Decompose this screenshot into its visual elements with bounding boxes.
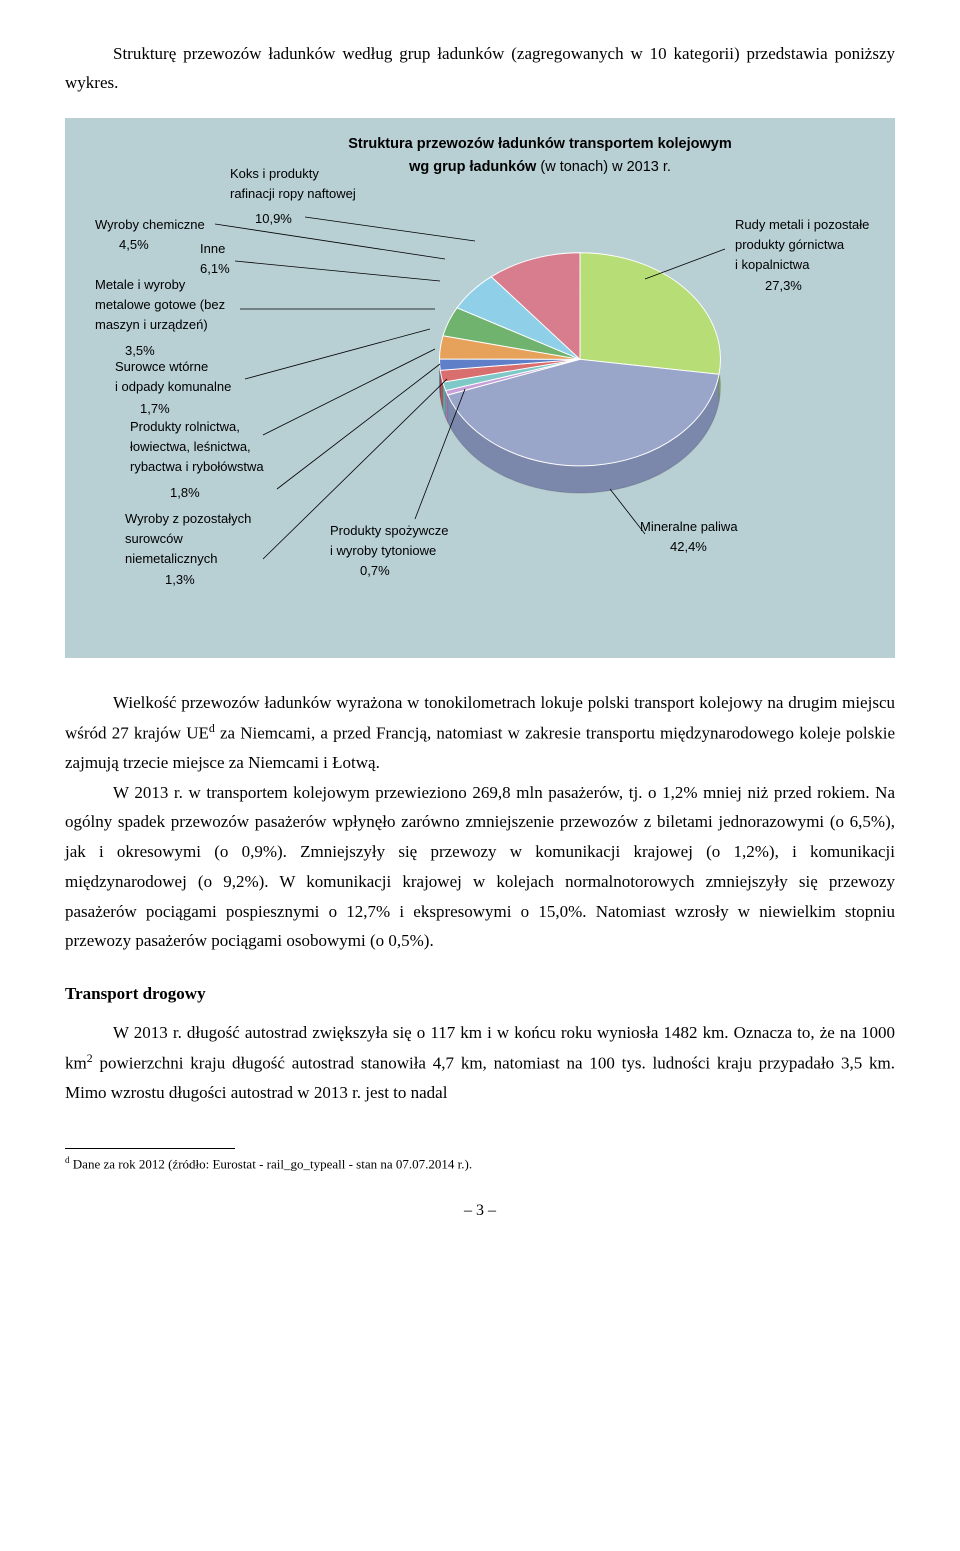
intro-paragraph: Strukturę przewozów ładunków według grup… xyxy=(65,40,895,98)
section-heading: Transport drogowy xyxy=(65,984,895,1004)
label-metale: Metale i wyroby metalowe gotowe (bez mas… xyxy=(95,275,225,335)
label-koks: Koks i produkty rafinacji ropy naftowej xyxy=(230,164,356,204)
chart-area: Koks i produkty rafinacji ropy naftowej … xyxy=(85,179,875,619)
label-koks-pct: 10,9% xyxy=(255,209,292,229)
page-number: – 3 – xyxy=(65,1202,895,1220)
pie-chart xyxy=(425,214,735,524)
chart-container: Struktura przewozów ładunków transportem… xyxy=(65,118,895,658)
label-wyroby: Wyroby z pozostałych surowców niemetalic… xyxy=(125,509,251,590)
paragraph-3: W 2013 r. długość autostrad zwiększyła s… xyxy=(65,1018,895,1108)
label-rol-pct: 1,8% xyxy=(170,483,200,503)
footnote: d Dane za rok 2012 (źródło: Eurostat - r… xyxy=(65,1155,895,1172)
label-spoz: Produkty spożywcze i wyroby tytoniowe 0,… xyxy=(330,521,449,581)
label-rudy: Rudy metali i pozostałe produkty górnict… xyxy=(735,215,869,296)
label-surowce: Surowce wtórne i odpady komunalne xyxy=(115,357,231,397)
label-inne: Inne 6,1% xyxy=(200,239,230,279)
label-mineral: Mineralne paliwa 42,4% xyxy=(640,517,738,557)
label-chem: Wyroby chemiczne 4,5% xyxy=(95,215,205,255)
body-text-2: W 2013 r. długość autostrad zwiększyła s… xyxy=(65,1018,895,1108)
label-rol: Produkty rolnictwa, łowiectwa, leśnictwa… xyxy=(130,417,264,477)
body-text: Wielkość przewozów ładunków wyrażona w t… xyxy=(65,688,895,956)
footnote-rule xyxy=(65,1148,235,1149)
paragraph-1: Wielkość przewozów ładunków wyrażona w t… xyxy=(65,688,895,778)
paragraph-2: W 2013 r. w transportem kolejowym przewi… xyxy=(65,778,895,957)
